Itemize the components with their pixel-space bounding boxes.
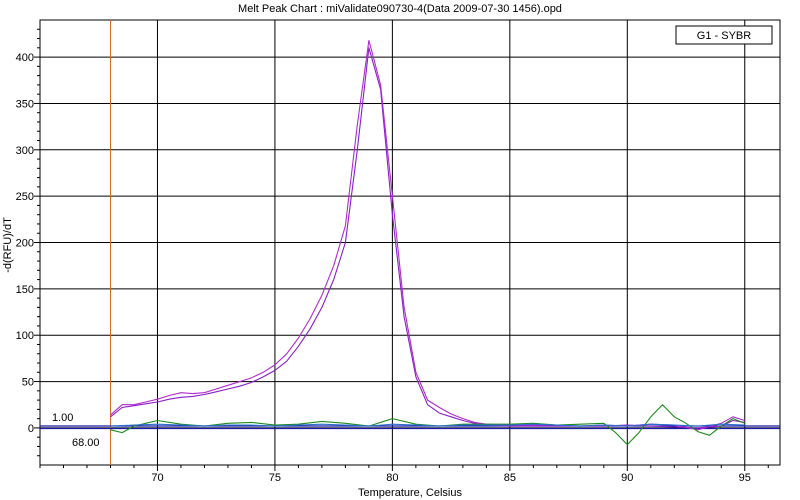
y-tick-label: 0: [28, 423, 34, 435]
y-tick-label: 200: [16, 238, 34, 250]
x-tick-label: 80: [386, 472, 398, 484]
x-axis-title: Temperature, Celsius: [358, 487, 462, 499]
legend-box: [675, 25, 773, 45]
threshold-label: 1.00: [52, 412, 73, 424]
y-tick-label: 50: [22, 377, 34, 389]
y-tick-label: 250: [16, 191, 34, 203]
start-marker-label: 68.00: [72, 437, 100, 449]
x-tick-label: 95: [739, 472, 751, 484]
plot-border: [39, 19, 781, 466]
chart-title: Melt Peak Chart : miValidate090730-4(Dat…: [238, 3, 562, 15]
series-lines: [110, 39, 746, 446]
y-tick-label: 400: [16, 52, 34, 64]
y-tick-label: 100: [16, 330, 34, 342]
series-line-4[interactable]: [110, 423, 745, 427]
x-tick-label: 90: [621, 472, 633, 484]
series-line-1[interactable]: [110, 47, 745, 429]
y-tick-label: 300: [16, 145, 34, 157]
y-tick-label: 150: [16, 284, 34, 296]
y-axis-title: -d(RFU)/dT: [2, 217, 14, 273]
grid-lines: [40, 20, 780, 465]
legend[interactable]: G1 - SYBR: [675, 25, 773, 45]
legend-label: G1 - SYBR: [697, 30, 751, 42]
x-tick-label: 75: [269, 472, 281, 484]
x-tick-label: 85: [504, 472, 516, 484]
y-tick-label: 350: [16, 98, 34, 110]
x-tick-label: 70: [151, 472, 163, 484]
